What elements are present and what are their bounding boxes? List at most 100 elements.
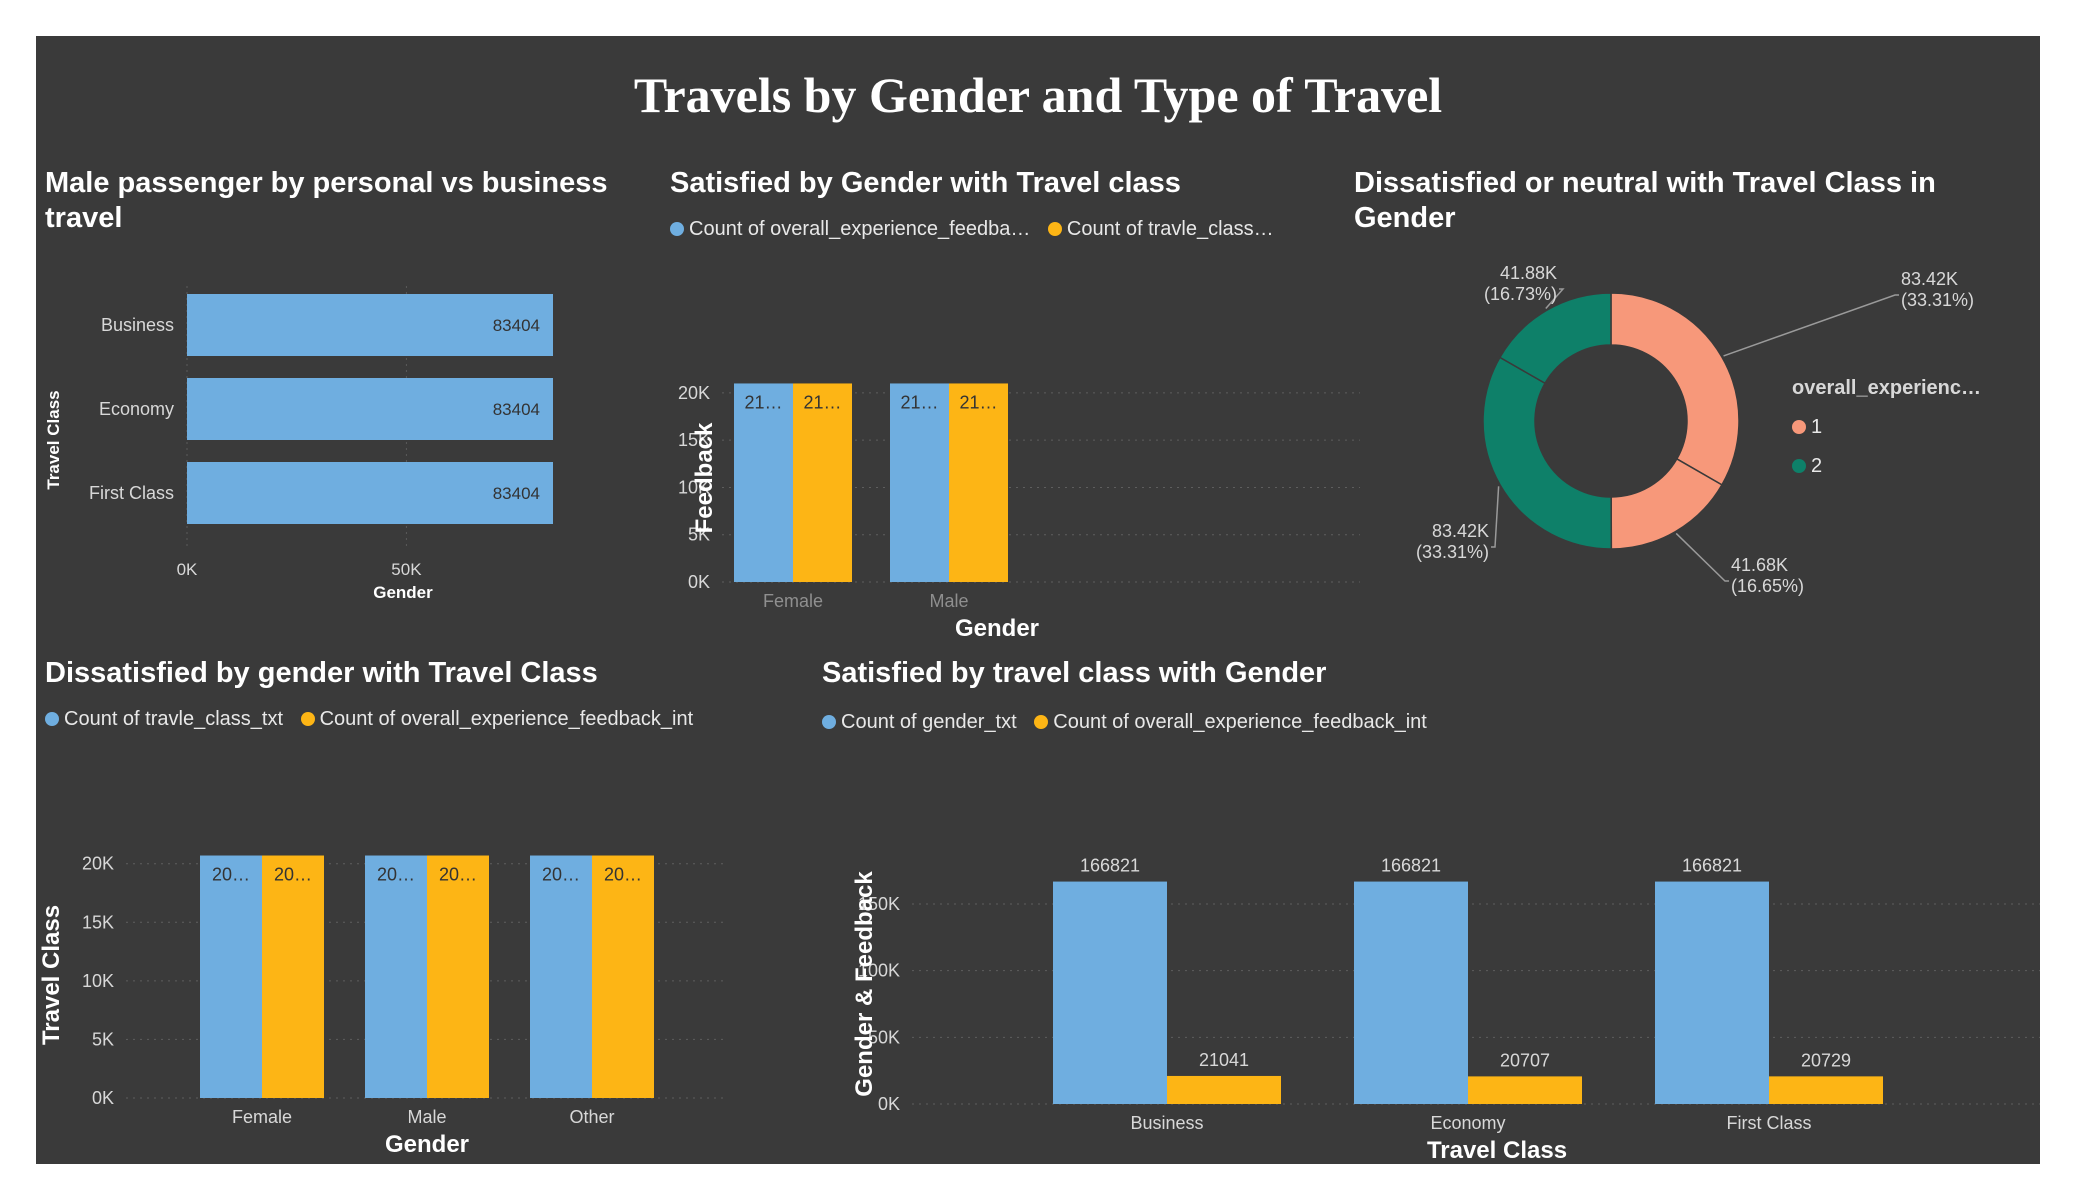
legend-label: 1 bbox=[1811, 416, 1823, 438]
bar bbox=[592, 855, 654, 1098]
legend-dot-teal bbox=[1792, 459, 1806, 473]
data-label: 83404 bbox=[493, 316, 540, 335]
legend-item[interactable]: Count of travle_class… bbox=[1047, 218, 1274, 240]
data-label: 20… bbox=[542, 865, 580, 885]
legend-label: Count of overall_experience_feedback_int bbox=[319, 708, 694, 730]
bar bbox=[427, 855, 489, 1098]
y-tick-label: 100K bbox=[858, 961, 900, 981]
data-label: 21… bbox=[744, 392, 782, 412]
y-tick-label: 15K bbox=[82, 912, 114, 932]
y-tick-label: 20K bbox=[82, 854, 114, 874]
legend-item[interactable]: Count of overall_experience_feedback_int bbox=[300, 708, 694, 730]
x-tick-label: Economy bbox=[1430, 1113, 1505, 1133]
leader-line bbox=[1723, 294, 1899, 357]
data-label: 21… bbox=[959, 392, 997, 412]
legend-label: Count of gender_txt bbox=[841, 711, 1017, 733]
bar bbox=[734, 383, 793, 582]
bar bbox=[530, 855, 592, 1098]
p1-title: Male passenger by personal vs business t… bbox=[45, 167, 608, 234]
bar bbox=[1468, 1076, 1582, 1104]
data-label: 83.42K bbox=[1432, 521, 1489, 541]
dashboard: Travels by Gender and Type of Travel Mal… bbox=[36, 36, 2040, 1164]
y-tick-label: Economy bbox=[99, 399, 174, 419]
legend-label: 2 bbox=[1811, 455, 1823, 477]
bar bbox=[1769, 1076, 1883, 1104]
bar bbox=[1053, 881, 1167, 1104]
x-tick-label: Business bbox=[1130, 1113, 1203, 1133]
p4-legend[interactable]: Count of travle_class_txt Count of overa… bbox=[45, 708, 705, 731]
data-label: 83404 bbox=[493, 400, 540, 419]
y-axis-label: Travel Class bbox=[44, 390, 63, 489]
data-label: 166821 bbox=[1682, 856, 1742, 876]
data-label: (16.73%) bbox=[1484, 284, 1557, 304]
legend-dot-salmon bbox=[1792, 420, 1806, 434]
legend-dot-yellow bbox=[300, 712, 315, 726]
data-label: 20707 bbox=[1500, 1050, 1550, 1070]
bar bbox=[1354, 881, 1468, 1104]
legend-label: Count of overall_experience_feedback_int bbox=[1053, 711, 1427, 733]
x-axis-label: Gender bbox=[955, 615, 1039, 642]
p5-legend[interactable]: Count of gender_txt Count of overall_exp… bbox=[822, 711, 1439, 734]
data-label: 20… bbox=[439, 865, 477, 885]
bar bbox=[365, 855, 427, 1098]
bar bbox=[187, 378, 553, 440]
p2-title: Satisfied by Gender with Travel class bbox=[670, 167, 1181, 199]
leader-line bbox=[1675, 532, 1729, 582]
x-axis-label: Gender bbox=[385, 1131, 469, 1156]
y-tick-label: 20K bbox=[678, 383, 710, 403]
p2-legend[interactable]: Count of overall_experience_feedba… Coun… bbox=[670, 218, 1286, 241]
p3-legend-title: overall_experienc… bbox=[1792, 377, 1981, 399]
y-tick-label: 10K bbox=[678, 477, 710, 497]
p2-chart[interactable]: 0K 5K 10K 15K 20K 21… 21… Female 21… 21… Male Gende… bbox=[670, 266, 1370, 656]
p1-chart[interactable]: 0K 50K 83404 Business 83404 Economy 83404 First… bbox=[36, 246, 666, 656]
y-axis-label: Gender & Feedback bbox=[851, 871, 878, 1097]
bar bbox=[949, 383, 1008, 582]
data-label: 20729 bbox=[1801, 1050, 1851, 1070]
legend-item[interactable]: 1 bbox=[1792, 408, 1981, 447]
data-label: 83404 bbox=[493, 484, 540, 503]
y-tick-label: 50K bbox=[868, 1027, 900, 1047]
data-label: 83.42K bbox=[1901, 269, 1958, 289]
x-tick-label: Female bbox=[232, 1107, 292, 1127]
p3-chart[interactable]: 83.42K(33.31%)41.68K(16.65%)83.42K(33.31… bbox=[1354, 246, 2034, 646]
bar bbox=[187, 294, 553, 356]
data-label: (33.31%) bbox=[1416, 542, 1489, 562]
x-tick-label: Other bbox=[569, 1107, 614, 1127]
legend-item[interactable]: 2 bbox=[1792, 447, 1981, 486]
x-tick-label: 50K bbox=[391, 560, 422, 579]
y-tick-label: 0K bbox=[878, 1094, 900, 1114]
data-label: 166821 bbox=[1080, 856, 1140, 876]
y-tick-label: First Class bbox=[89, 483, 174, 503]
p3-legend[interactable]: overall_experienc… 1 2 bbox=[1792, 369, 1981, 486]
data-label: 166821 bbox=[1381, 856, 1441, 876]
legend-item[interactable]: Count of travle_class_txt bbox=[45, 708, 283, 730]
legend-label: Count of overall_experience_feedba… bbox=[689, 218, 1031, 240]
legend-dot-yellow bbox=[1047, 222, 1062, 236]
data-label: 41.88K bbox=[1500, 263, 1557, 283]
bar bbox=[1167, 1075, 1281, 1104]
legend-dot-blue bbox=[822, 715, 836, 729]
x-axis-label: Gender bbox=[373, 583, 433, 602]
legend-label: Count of travle_class_txt bbox=[64, 708, 283, 730]
donut-slice bbox=[1482, 356, 1613, 550]
x-axis-label: Travel Class bbox=[1427, 1137, 1567, 1164]
legend-item[interactable]: Count of overall_experience_feedba… bbox=[670, 218, 1030, 240]
p5-chart[interactable]: 0K 50K 100K 150K 166821 21041 Business 166821 20… bbox=[822, 776, 2040, 1164]
y-tick-label: 0K bbox=[92, 1088, 114, 1108]
x-tick-label: Male bbox=[407, 1107, 446, 1127]
y-tick-label: Business bbox=[101, 315, 174, 335]
p4-chart[interactable]: 0K 5K 10K 15K 20K 20… 20… Female 20… 20… Male 20… 20… bbox=[36, 776, 796, 1156]
data-label: 20… bbox=[212, 865, 250, 885]
y-axis-label: Travel Class bbox=[38, 905, 65, 1045]
data-label: 21… bbox=[803, 392, 841, 412]
x-tick-label: Female bbox=[763, 591, 823, 611]
y-tick-label: 15K bbox=[678, 430, 710, 450]
data-label: 20… bbox=[274, 865, 312, 885]
p4-title: Dissatisfied by gender with Travel Class bbox=[45, 657, 598, 689]
data-label: 21041 bbox=[1199, 1050, 1249, 1070]
data-label: 21… bbox=[900, 392, 938, 412]
legend-item[interactable]: Count of overall_experience_feedback_int bbox=[1034, 711, 1427, 733]
bar bbox=[200, 855, 262, 1098]
legend-item[interactable]: Count of gender_txt bbox=[822, 711, 1017, 733]
legend-dot-blue bbox=[45, 712, 59, 726]
